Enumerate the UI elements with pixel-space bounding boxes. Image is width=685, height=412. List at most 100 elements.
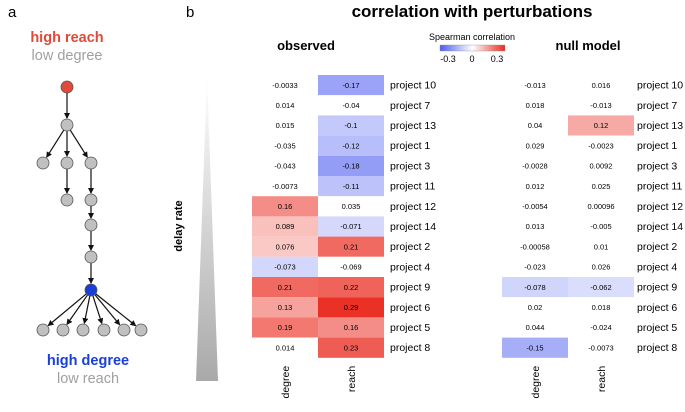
observed-cell-reach bbox=[318, 297, 384, 318]
observed-cell-value: 0.089 bbox=[276, 222, 295, 231]
observed-cell-reach bbox=[318, 216, 384, 237]
null-model-cell-reach bbox=[568, 176, 634, 197]
null-model-cell-value: -0.062 bbox=[590, 283, 611, 292]
null-model-cell-value: 0.013 bbox=[526, 222, 545, 231]
null-model-row-label: project 4 bbox=[637, 261, 677, 273]
null-model-cell-value: -0.024 bbox=[590, 323, 611, 332]
observed-cell-reach bbox=[318, 135, 384, 156]
observed-row-label: project 2 bbox=[390, 241, 430, 253]
delay-rate-wedge bbox=[196, 76, 218, 381]
panel-a: a high reach low degree high degree low … bbox=[8, 4, 148, 387]
null-model-row-label: project 7 bbox=[637, 100, 677, 112]
observed-cell-value: -0.11 bbox=[343, 182, 360, 191]
null-model-cell-reach bbox=[568, 135, 634, 156]
observed-cell-degree bbox=[252, 155, 318, 176]
tree-node bbox=[60, 193, 74, 207]
observed-row-label: project 3 bbox=[390, 160, 430, 172]
observed-cell-value: -0.0073 bbox=[272, 182, 297, 191]
high-reach-label: high reach bbox=[30, 30, 103, 46]
null-model-row-label: project 3 bbox=[637, 160, 677, 172]
null-model-cell-degree bbox=[502, 216, 568, 237]
null-model-cell-degree bbox=[502, 317, 568, 338]
null-model-cell-value: -0.0023 bbox=[588, 141, 613, 150]
tree-node bbox=[84, 250, 98, 264]
null-model-row-label: project 5 bbox=[637, 322, 677, 334]
observed-row-label: project 11 bbox=[390, 181, 435, 193]
tree-edge bbox=[46, 129, 65, 158]
null-model-cell-reach bbox=[568, 297, 634, 318]
null-model-cell-value: -0.0054 bbox=[522, 202, 547, 211]
observed-cell-value: 0.21 bbox=[344, 242, 359, 251]
tree-edge bbox=[94, 294, 121, 326]
null-model-cell-degree bbox=[502, 277, 568, 298]
null-model-cell-value: -0.0073 bbox=[588, 343, 613, 352]
observed-row-label: project 8 bbox=[390, 342, 430, 354]
legend-colorbar bbox=[439, 44, 506, 52]
observed-cell-reach bbox=[318, 115, 384, 136]
observed-cell-reach bbox=[318, 75, 384, 96]
null-model-column-label-degree: degree bbox=[530, 366, 542, 399]
panel-b: b correlation with perturbations observe… bbox=[173, 2, 683, 399]
observed-row-label: project 13 bbox=[390, 120, 436, 132]
null-model-cell-degree bbox=[502, 236, 568, 257]
null-model-row-label: project 8 bbox=[637, 342, 677, 354]
null-model-cell-value: -0.005 bbox=[590, 222, 611, 231]
observed-cell-value: 0.21 bbox=[278, 283, 293, 292]
observed-cell-value: -0.035 bbox=[274, 141, 295, 150]
tree-edge bbox=[47, 293, 87, 327]
null-model-cell-degree bbox=[502, 337, 568, 358]
observed-cell-reach bbox=[318, 155, 384, 176]
null-model-cell-value: 0.044 bbox=[526, 323, 545, 332]
observed-cell-degree bbox=[252, 115, 318, 136]
null-model-row-label: project 2 bbox=[637, 241, 677, 253]
tree-node bbox=[117, 323, 131, 337]
chart-title: correlation with perturbations bbox=[352, 2, 593, 21]
color-legend: Spearman correlation -0.3 0 0.3 bbox=[429, 32, 515, 64]
null-model-row-label: project 9 bbox=[637, 282, 677, 294]
legend-tick-mid: 0 bbox=[469, 54, 474, 64]
null-model-row-label: project 6 bbox=[637, 302, 677, 314]
observed-cell-value: 0.22 bbox=[344, 283, 359, 292]
observed-cell-value: -0.071 bbox=[340, 222, 361, 231]
observed-cell-degree bbox=[252, 216, 318, 237]
observed-cell-reach bbox=[318, 236, 384, 257]
tree-node bbox=[84, 156, 98, 170]
observed-cell-reach bbox=[318, 277, 384, 298]
observed-row-label: project 12 bbox=[390, 201, 436, 213]
null-model-cell-reach bbox=[568, 337, 634, 358]
null-model-cell-value: 0.026 bbox=[592, 263, 611, 272]
observed-row-label: project 4 bbox=[390, 261, 430, 273]
null-model-row-label: project 10 bbox=[637, 80, 683, 92]
null-model-cell-value: -0.00058 bbox=[520, 242, 550, 251]
null-model-cell-value: -0.023 bbox=[524, 263, 545, 272]
null-model-cell-reach bbox=[568, 256, 634, 277]
legend-tick-min: -0.3 bbox=[440, 54, 456, 64]
observed-cell-degree bbox=[252, 176, 318, 197]
null-model-row-label: project 14 bbox=[637, 221, 683, 233]
observed-cell-value: 0.13 bbox=[278, 303, 293, 312]
null-model-cell-reach bbox=[568, 196, 634, 217]
null-model-cell-reach bbox=[568, 317, 634, 338]
observed-cell-value: 0.16 bbox=[344, 323, 359, 332]
network-diagram bbox=[36, 80, 148, 337]
observed-cell-degree bbox=[252, 95, 318, 116]
observed-cell-value: 0.035 bbox=[342, 202, 361, 211]
observed-cell-degree bbox=[252, 317, 318, 338]
tree-edge bbox=[69, 129, 88, 158]
observed-cell-value: -0.1 bbox=[345, 121, 358, 130]
null-model-row-label: project 1 bbox=[637, 140, 677, 152]
null-model-cell-reach bbox=[568, 236, 634, 257]
null-model-column-label-reach: reach bbox=[596, 366, 608, 392]
tree-edge bbox=[82, 295, 91, 325]
null-model-cell-degree bbox=[502, 115, 568, 136]
legend-title: Spearman correlation bbox=[429, 32, 515, 42]
observed-cell-value: -0.073 bbox=[274, 263, 295, 272]
observed-cell-degree bbox=[252, 196, 318, 217]
null-model-cell-degree bbox=[502, 176, 568, 197]
null-model-cell-reach bbox=[568, 277, 634, 298]
tree-edge bbox=[66, 294, 89, 326]
null-model-cell-degree bbox=[502, 75, 568, 96]
observed-cell-reach bbox=[318, 196, 384, 217]
null-model-cell-reach bbox=[568, 95, 634, 116]
